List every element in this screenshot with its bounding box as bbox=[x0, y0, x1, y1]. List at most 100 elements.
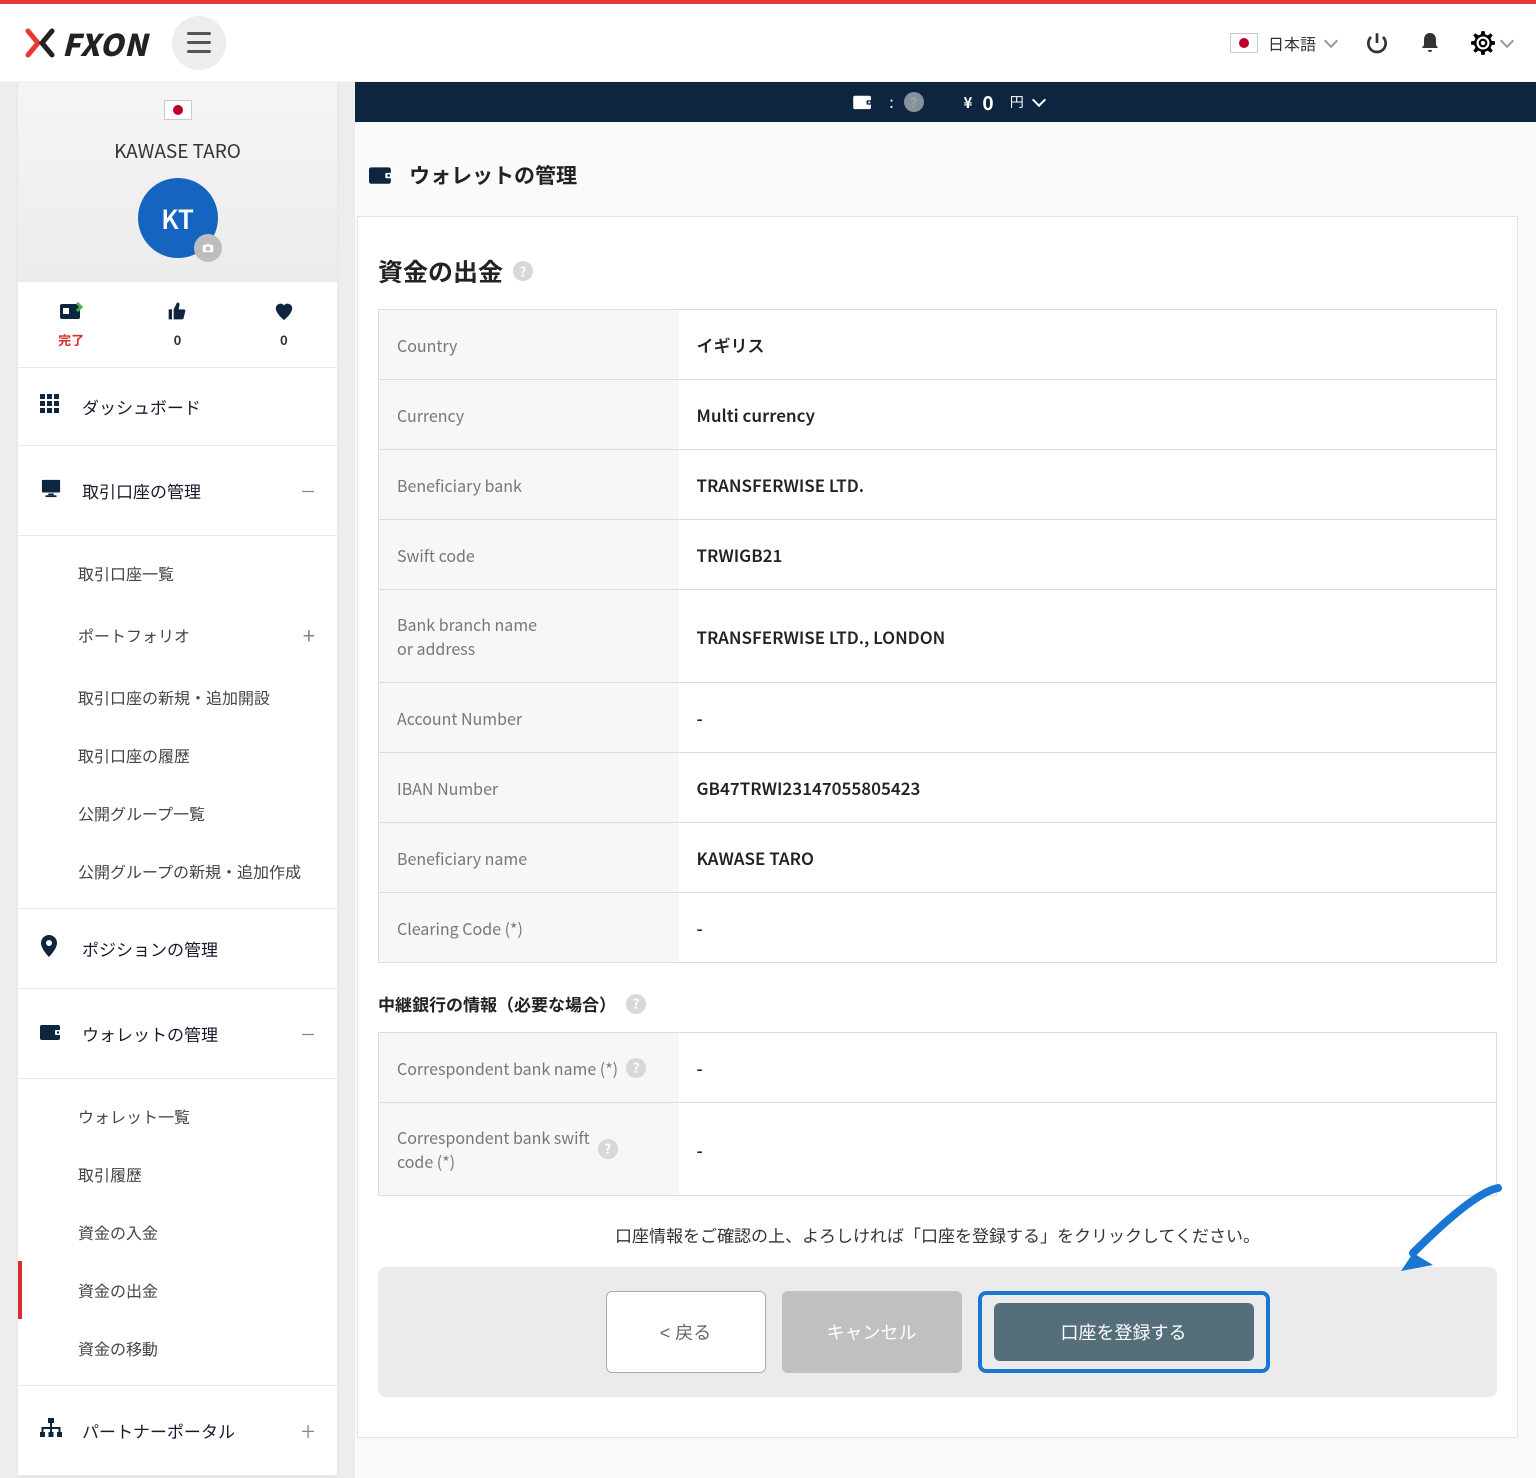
language-selector[interactable]: 日本語 bbox=[1230, 31, 1336, 55]
main-header: FXON 日本語 bbox=[0, 4, 1536, 82]
profile-stats: 完了 0 0 bbox=[18, 282, 337, 368]
button-row: < 戻る キャンセル 口座を登録する bbox=[378, 1267, 1497, 1397]
wallet-icon bbox=[40, 1023, 62, 1041]
sub-item-transfer[interactable]: 資金の移動 bbox=[18, 1319, 337, 1377]
camera-icon[interactable] bbox=[194, 234, 222, 262]
section-title: 資金の出金 ? bbox=[378, 217, 1497, 309]
grid-icon bbox=[40, 394, 60, 414]
value-iban: GB47TRWI23147055805423 bbox=[679, 753, 1497, 823]
sub-item-account-list[interactable]: 取引口座一覧 bbox=[18, 544, 337, 602]
value-branch: TRANSFERWISE LTD., LONDON bbox=[679, 590, 1497, 683]
profile-header: KAWASE TARO KT bbox=[18, 82, 337, 282]
expand-icon: + bbox=[301, 1412, 315, 1449]
sub-item-new-account[interactable]: 取引口座の新規・追加開設 bbox=[18, 668, 337, 726]
sidebar-item-trading[interactable]: 取引口座の管理 − bbox=[18, 446, 337, 536]
label-account-number: Account Number bbox=[379, 683, 679, 753]
wallet-icon bbox=[369, 165, 393, 185]
section-title-text: 資金の出金 bbox=[378, 253, 503, 289]
sidebar-item-wallet[interactable]: ウォレットの管理 − bbox=[18, 989, 337, 1079]
sub-item-public-groups[interactable]: 公開グループ一覧 bbox=[18, 784, 337, 842]
sub-item-tx-history[interactable]: 取引履歴 bbox=[18, 1145, 337, 1203]
table-row: Beneficiary nameKAWASE TARO bbox=[379, 823, 1497, 893]
value-beneficiary-name: KAWASE TARO bbox=[679, 823, 1497, 893]
header-right: 日本語 bbox=[1230, 30, 1512, 56]
profile-name: KAWASE TARO bbox=[18, 137, 337, 164]
location-icon bbox=[40, 935, 58, 957]
value-clearing: - bbox=[679, 893, 1497, 963]
balance-amount[interactable]: ¥ 0 円 bbox=[964, 89, 1044, 116]
collapse-icon: − bbox=[301, 1015, 315, 1052]
language-label: 日本語 bbox=[1268, 31, 1316, 55]
id-card-icon bbox=[59, 301, 83, 321]
help-icon[interactable]: ? bbox=[626, 994, 646, 1014]
sub-item-wallet-list[interactable]: ウォレット一覧 bbox=[18, 1087, 337, 1145]
avatar-wrap[interactable]: KT bbox=[138, 178, 218, 258]
table-row: Beneficiary bankTRANSFERWISE LTD. bbox=[379, 450, 1497, 520]
table-row: Countryイギリス bbox=[379, 310, 1497, 380]
help-icon[interactable]: ? bbox=[904, 92, 924, 112]
chevron-down-icon bbox=[1500, 33, 1514, 47]
sub-item-account-history[interactable]: 取引口座の履歴 bbox=[18, 726, 337, 784]
sidebar-trading-label: 取引口座の管理 bbox=[82, 478, 301, 503]
sidebar-container: KAWASE TARO KT 完了 bbox=[0, 82, 355, 1478]
gear-icon bbox=[1470, 30, 1496, 56]
label-beneficiary-bank: Beneficiary bank bbox=[379, 450, 679, 520]
sidebar-partner-label: パートナーポータル bbox=[82, 1418, 301, 1443]
settings-button[interactable] bbox=[1470, 30, 1512, 56]
label-branch: Bank branch nameor address bbox=[379, 590, 679, 683]
value-correspondent-name: - bbox=[679, 1033, 1497, 1103]
expand-icon: + bbox=[303, 619, 315, 651]
stat-likes[interactable]: 0 bbox=[124, 300, 230, 349]
flag-jp-icon bbox=[1230, 33, 1258, 53]
main-content: : ? ¥ 0 円 ウォレットの管理 資金の出金 ? Cou bbox=[355, 82, 1536, 1478]
stat-verify[interactable]: 完了 bbox=[18, 300, 124, 349]
sidebar-item-partner[interactable]: パートナーポータル + bbox=[18, 1386, 337, 1476]
brand-logo[interactable]: FXON bbox=[24, 21, 148, 65]
chevron-down-icon bbox=[1032, 93, 1046, 107]
help-icon[interactable]: ? bbox=[598, 1139, 618, 1159]
sidebar-item-dashboard[interactable]: ダッシュボード bbox=[18, 368, 337, 446]
menu-toggle-button[interactable] bbox=[172, 16, 226, 70]
intermediary-title-text: 中継銀行の情報（必要な場合） bbox=[378, 991, 616, 1016]
cancel-button[interactable]: キャンセル bbox=[782, 1291, 962, 1373]
stat-likes-value: 0 bbox=[124, 330, 230, 349]
bell-icon[interactable] bbox=[1418, 31, 1442, 55]
sidebar-item-positions[interactable]: ポジションの管理 bbox=[18, 909, 337, 989]
balance-bar: : ? ¥ 0 円 bbox=[355, 82, 1536, 122]
sub-item-portfolio[interactable]: ポートフォリオ+ bbox=[18, 602, 337, 668]
stat-verify-label: 完了 bbox=[18, 330, 124, 349]
table-row: Correspondent bank swiftcode (*)? - bbox=[379, 1103, 1497, 1196]
table-row: Clearing Code (*)- bbox=[379, 893, 1497, 963]
sidebar-wallet-submenu: ウォレット一覧 取引履歴 資金の入金 資金の出金 資金の移動 bbox=[18, 1079, 337, 1386]
value-currency: Multi currency bbox=[679, 380, 1497, 450]
table-row: Bank branch nameor addressTRANSFERWISE L… bbox=[379, 590, 1497, 683]
sidebar: KAWASE TARO KT 完了 bbox=[18, 82, 337, 1476]
page-title-row: ウォレットの管理 bbox=[357, 138, 1518, 216]
submit-button[interactable]: 口座を登録する bbox=[994, 1303, 1254, 1361]
sub-item-public-group-new[interactable]: 公開グループの新規・追加作成 bbox=[18, 842, 337, 900]
value-correspondent-swift: - bbox=[679, 1103, 1497, 1196]
label-correspondent-swift: Correspondent bank swiftcode (*)? bbox=[379, 1103, 679, 1196]
withdrawal-card: 資金の出金 ? Countryイギリス CurrencyMulti curren… bbox=[357, 216, 1518, 1438]
submit-highlight-box: 口座を登録する bbox=[978, 1291, 1270, 1373]
sub-item-withdraw[interactable]: 資金の出金 bbox=[18, 1261, 337, 1319]
value-swift: TRWIGB21 bbox=[679, 520, 1497, 590]
back-button[interactable]: < 戻る bbox=[606, 1291, 766, 1373]
label-iban: IBAN Number bbox=[379, 753, 679, 823]
profile-flag-icon bbox=[164, 100, 192, 120]
help-icon[interactable]: ? bbox=[626, 1058, 646, 1078]
sidebar-wallet-label: ウォレットの管理 bbox=[82, 1021, 301, 1046]
logo-x-icon bbox=[24, 27, 56, 59]
value-beneficiary-bank: TRANSFERWISE LTD. bbox=[679, 450, 1497, 520]
stat-favorites[interactable]: 0 bbox=[231, 300, 337, 349]
value-country: イギリス bbox=[679, 310, 1497, 380]
power-icon[interactable] bbox=[1364, 30, 1390, 56]
table-row: CurrencyMulti currency bbox=[379, 380, 1497, 450]
table-row: Correspondent bank name (*)? - bbox=[379, 1033, 1497, 1103]
help-icon[interactable]: ? bbox=[513, 261, 533, 281]
sub-item-deposit[interactable]: 資金の入金 bbox=[18, 1203, 337, 1261]
thumbs-up-icon bbox=[167, 301, 187, 321]
intermediary-table: Correspondent bank name (*)? - Correspon… bbox=[378, 1032, 1497, 1196]
table-row: Account Number- bbox=[379, 683, 1497, 753]
page-title: ウォレットの管理 bbox=[409, 160, 577, 190]
